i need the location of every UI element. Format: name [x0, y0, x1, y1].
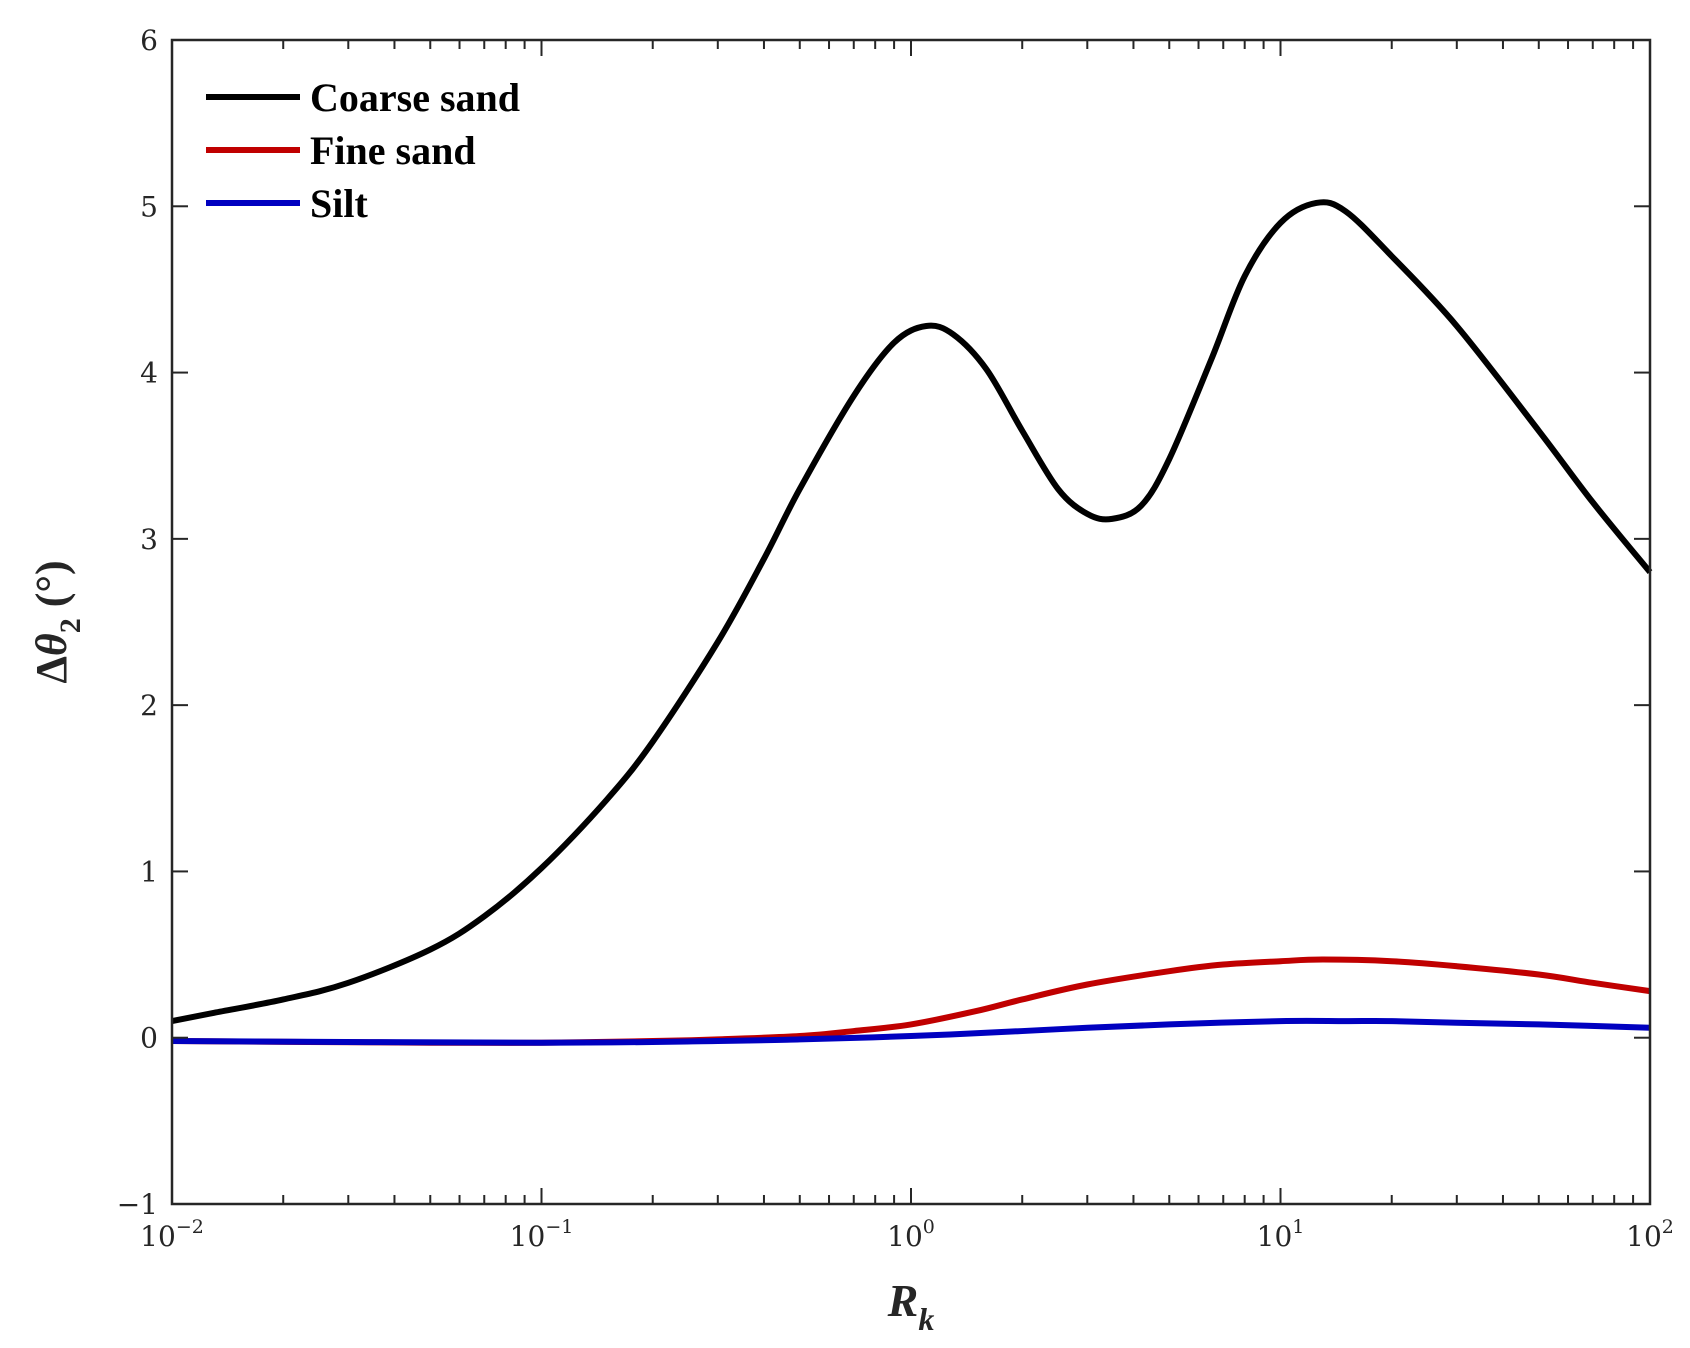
- plot-frame: [170, 38, 1652, 1206]
- y-tick-label: 1: [140, 855, 158, 888]
- y-axis-label-sub: 2: [54, 618, 87, 633]
- legend-label-fine-sand: Fine sand: [310, 128, 476, 173]
- series-layer: [171, 199, 1653, 1046]
- y-tick-label: 0: [140, 1022, 158, 1055]
- legend-label-coarse-sand: Coarse sand: [310, 75, 520, 120]
- y-axis-label-prefix: Δ: [27, 656, 76, 684]
- x-axis-label-sub: k: [918, 1301, 934, 1337]
- y-tick-label: 4: [140, 357, 158, 390]
- x-tick-label: 100: [887, 1216, 935, 1253]
- x-tick-label: 10−2: [140, 1216, 204, 1253]
- x-tick-label: 10−1: [510, 1216, 574, 1253]
- legend: Coarse sand Fine sand Silt: [206, 75, 520, 226]
- y-tick-label: 5: [140, 190, 158, 223]
- y-tick-label: 2: [140, 689, 158, 722]
- x-axis-label: Rk: [887, 1275, 935, 1337]
- x-tick-label: 101: [1257, 1216, 1305, 1253]
- y-axis-label-unit: (°): [27, 560, 76, 618]
- y-tick-label: 6: [140, 24, 158, 57]
- x-tick-label: 102: [1626, 1216, 1674, 1253]
- legend-label-silt: Silt: [310, 181, 368, 226]
- series-line-coarse-sand: [171, 199, 1653, 1025]
- y-axis-label-symbol: θ: [27, 633, 76, 656]
- series-line-silt: [171, 1017, 1651, 1046]
- label-layer: −1 0 1 2 3 4 5 6 10−2 10−1 100 101 102: [117, 24, 1674, 1253]
- y-tick-label: −1: [117, 1188, 158, 1221]
- y-tick-label: 3: [140, 523, 158, 556]
- y-axis-label: Δθ2 (°): [27, 560, 87, 683]
- x-axis-label-main: R: [887, 1275, 919, 1326]
